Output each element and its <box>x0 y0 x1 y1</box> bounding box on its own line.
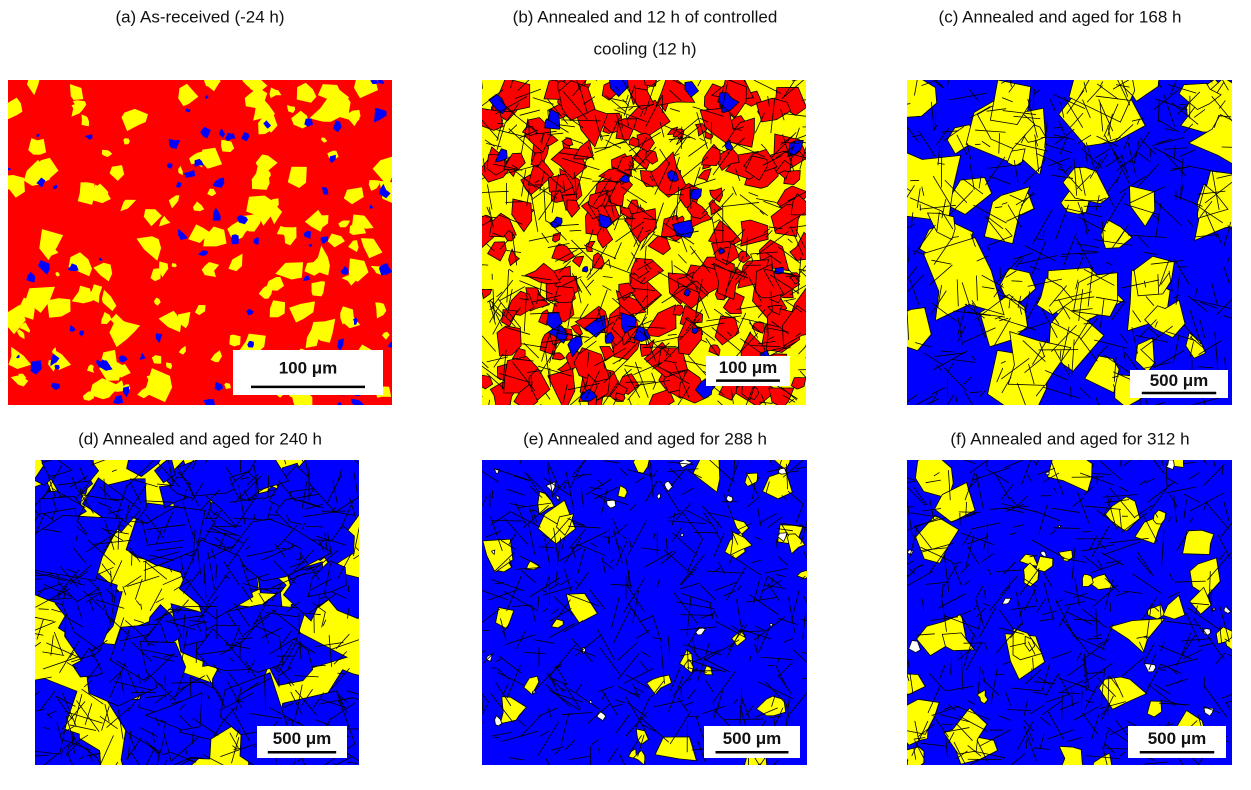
grain-boundary <box>1136 451 1141 461</box>
grain <box>692 327 698 333</box>
grain-boundary <box>103 762 118 787</box>
grain-boundary <box>672 261 673 275</box>
panel-caption: (a) As-received (-24 h) <box>115 7 284 26</box>
panel: (e) Annealed and aged for 288 h 500 μm <box>448 429 837 790</box>
panel-caption: (e) Annealed and aged for 288 h <box>523 429 767 448</box>
panel-caption: cooling (12 h) <box>593 39 696 58</box>
grain-boundary <box>592 181 620 182</box>
grain-boundary <box>494 737 500 738</box>
grain <box>231 234 239 244</box>
grain <box>229 335 240 347</box>
grain-boundary <box>959 512 980 513</box>
grain-boundary <box>359 726 374 746</box>
scale-bar-label: 500 μm <box>273 729 332 748</box>
grain <box>884 149 961 222</box>
grain-boundary <box>801 95 841 100</box>
grain-boundary <box>792 73 825 81</box>
grain <box>769 623 772 626</box>
grain-boundary <box>806 350 809 358</box>
grain-boundary <box>881 575 910 576</box>
grain-boundary <box>472 396 483 402</box>
grain-boundary <box>987 71 996 80</box>
grain <box>204 399 216 408</box>
grain-boundary <box>806 330 811 346</box>
grain <box>532 691 536 693</box>
scale-bar-label: 100 μm <box>719 358 778 377</box>
grain-boundary <box>212 526 241 527</box>
grain-boundary <box>540 405 576 412</box>
figure: (a) As-received (-24 h)100 μm(b) Anneale… <box>0 0 1251 790</box>
grain-boundary <box>461 650 485 664</box>
grain-boundary <box>803 267 836 271</box>
grain-boundary <box>798 369 824 370</box>
grain-boundary <box>520 434 521 463</box>
grain <box>28 138 46 155</box>
grain-boundary <box>730 49 746 84</box>
panel: (a) As-received (-24 h) 100 μm <box>2 7 403 414</box>
micrograph <box>880 36 1251 427</box>
grain-boundary <box>133 765 153 769</box>
grain <box>903 747 924 773</box>
grain-boundary <box>880 485 907 495</box>
grain-boundary <box>1012 281 1023 282</box>
grain <box>644 75 657 87</box>
grain-boundary <box>743 764 760 777</box>
panel-caption: (f) Annealed and aged for 312 h <box>950 429 1189 448</box>
grain-boundary <box>525 64 558 82</box>
grain-boundary <box>711 122 712 144</box>
grain-boundary <box>359 756 387 783</box>
grain-boundary <box>987 524 988 554</box>
scale-bar-label: 100 μm <box>279 358 338 377</box>
grain-boundary <box>39 609 49 610</box>
grain-boundary <box>889 755 908 760</box>
scale-bar-label: 500 μm <box>723 729 782 748</box>
panel: (f) Annealed and aged for 312 h 500 μm <box>880 428 1245 780</box>
grain-boundary <box>887 103 911 108</box>
grain-boundary <box>479 57 482 89</box>
grain-boundary <box>1071 387 1072 399</box>
panel: (d) Annealed and aged for 240 h 500 μm <box>0 429 390 790</box>
grain-boundary <box>803 126 833 128</box>
grain-boundary <box>1184 57 1212 83</box>
grain-boundary <box>333 763 360 785</box>
grain-boundary <box>263 765 277 768</box>
panel-caption: (c) Annealed and aged for 168 h <box>939 7 1182 26</box>
panel-caption: (d) Annealed and aged for 240 h <box>78 429 322 448</box>
panel: (c) Annealed and aged for 168 h 500 μm <box>880 7 1251 426</box>
scale-bar-label: 500 μm <box>1150 371 1209 390</box>
grain-boundary <box>902 104 907 105</box>
panel: (b) Annealed and 12 h of controlled cooli… <box>455 7 841 438</box>
grain-boundary <box>462 517 483 551</box>
panel-caption: (b) Annealed and 12 h of controlled <box>513 7 778 26</box>
grain-boundary <box>585 75 597 80</box>
scale-bar-label: 500 μm <box>1148 729 1207 748</box>
grain-boundary <box>448 722 484 723</box>
